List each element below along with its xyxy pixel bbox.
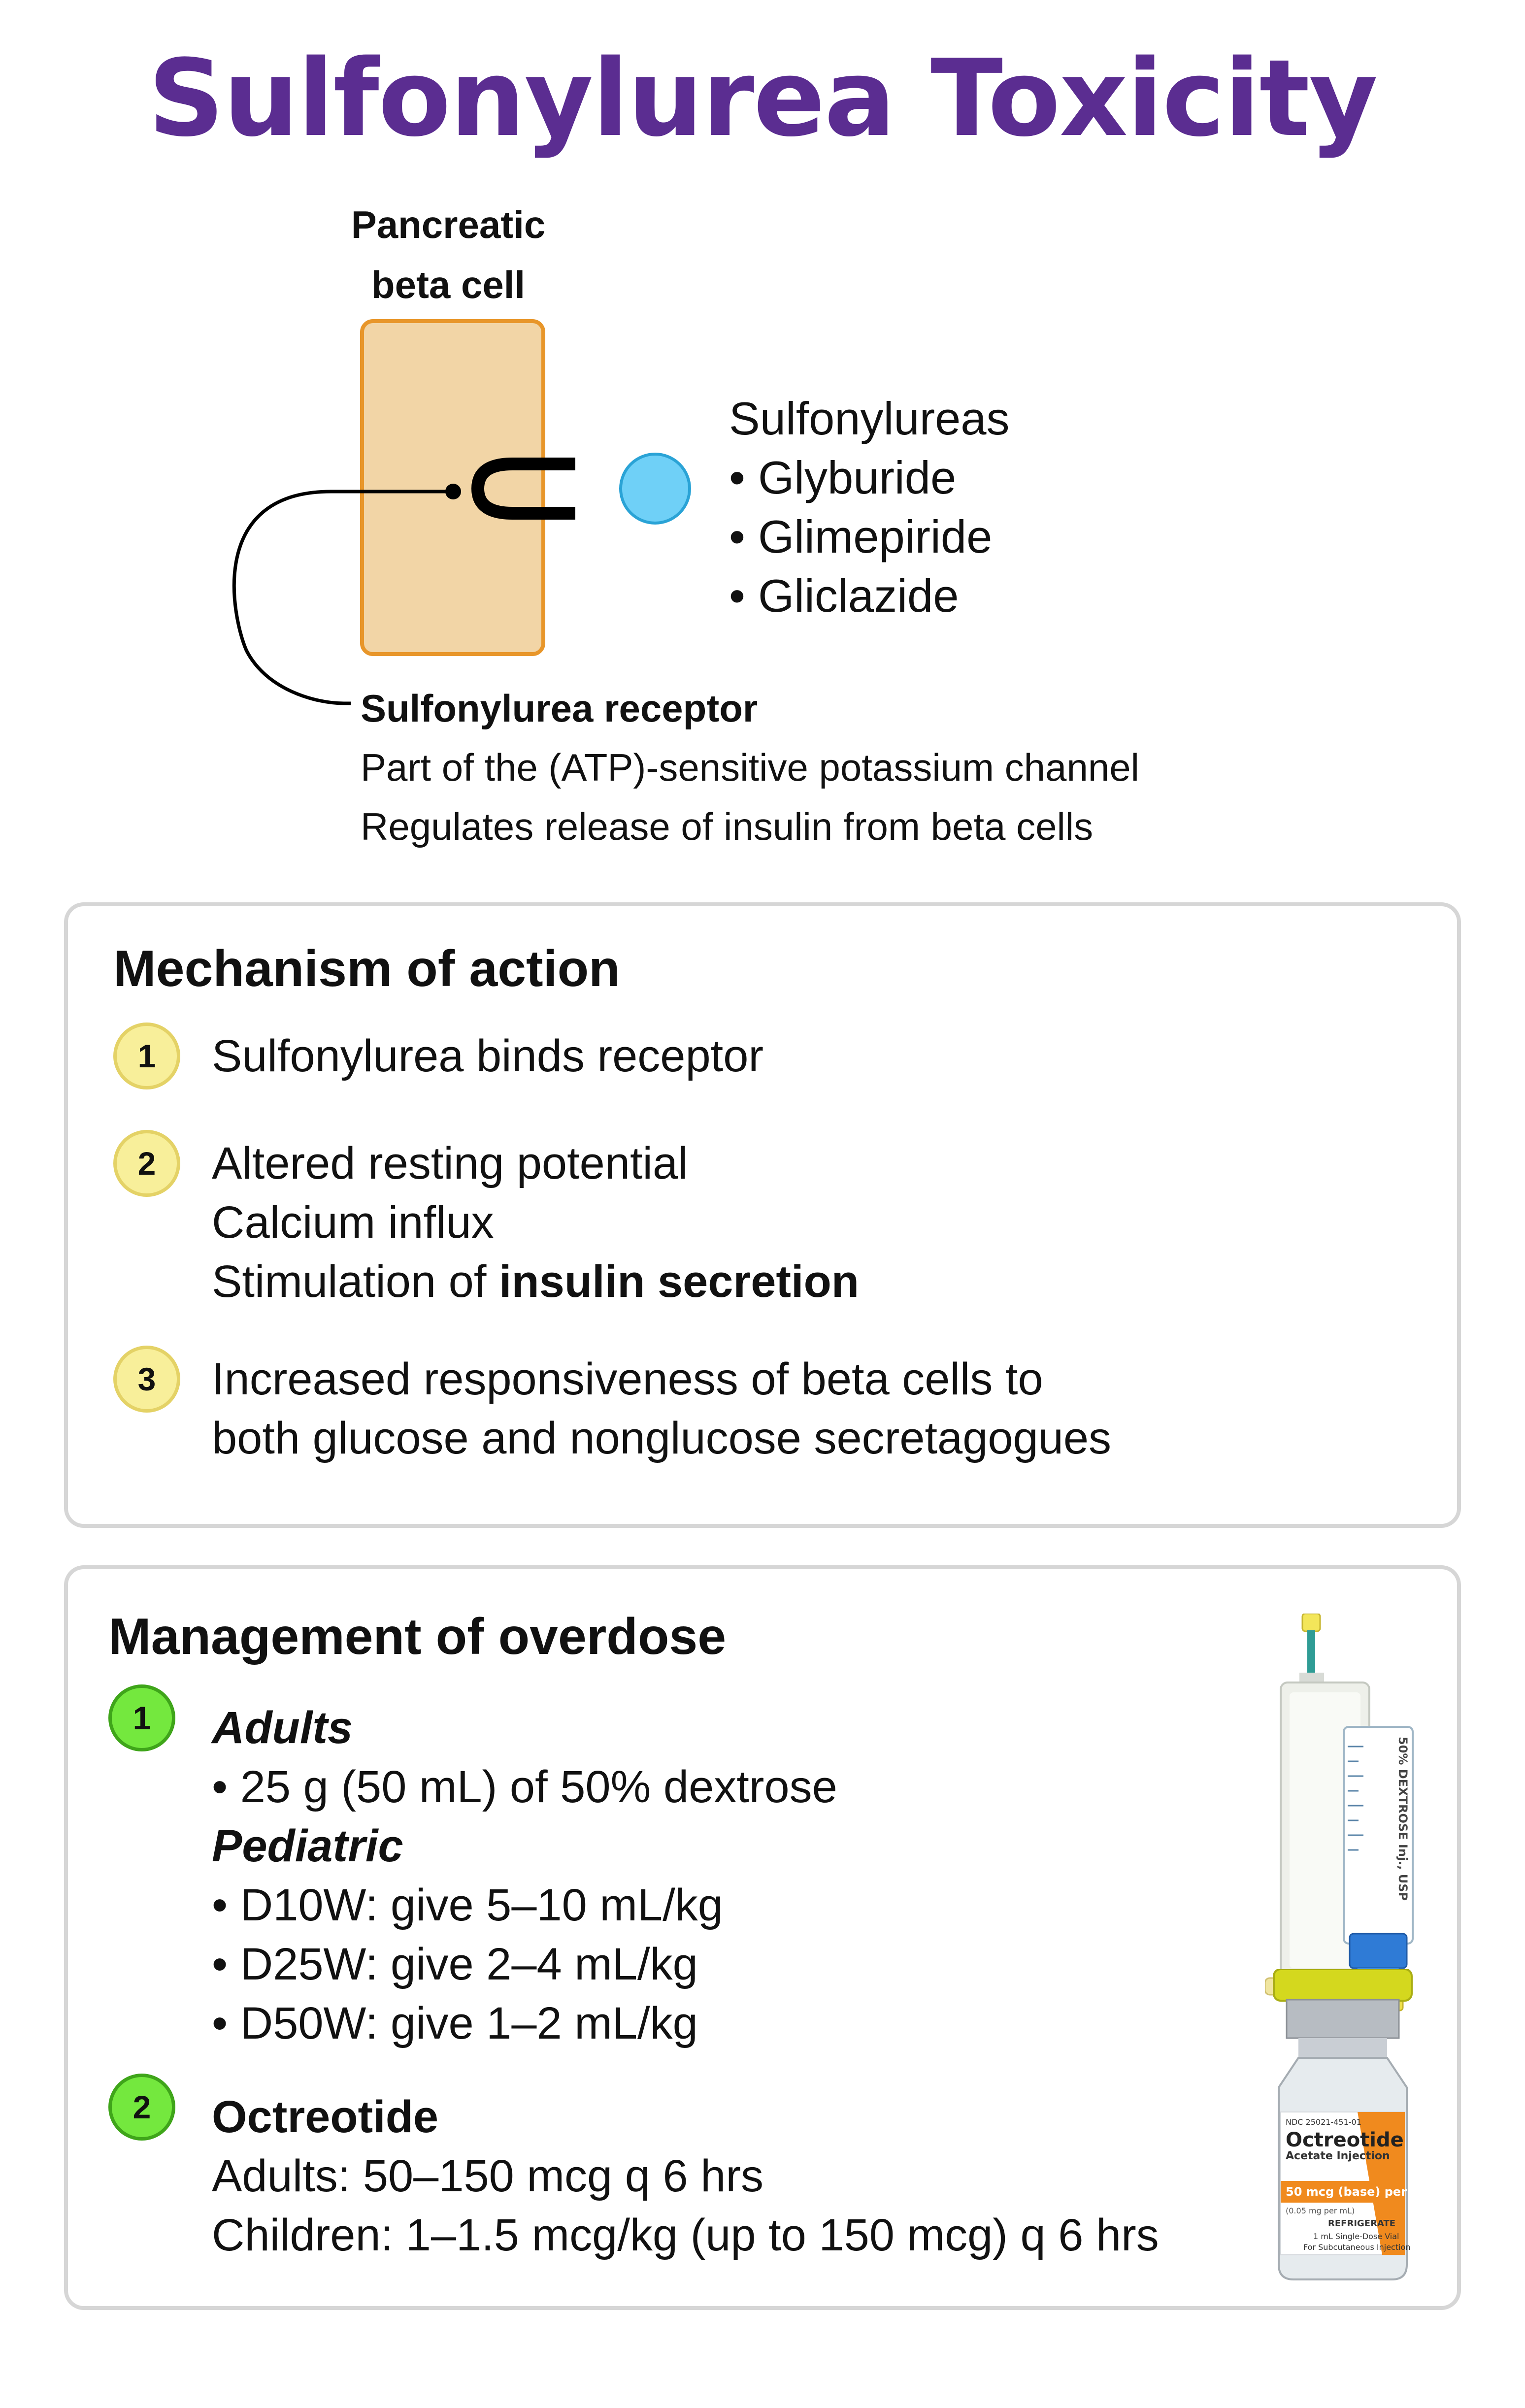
drug-item: • Gliclazide <box>729 570 959 622</box>
step-badge: 3 <box>113 1346 180 1413</box>
octreotide-heading: Octreotide <box>212 2092 439 2142</box>
sulfonylurea-drug-list: Sulfonylureas • Glyburide • Glimepiride … <box>729 389 1010 626</box>
page-title: Sulfonylurea Toxicity <box>148 36 1378 160</box>
management-panel: Management of overdose 1 Adults • 25 g (… <box>64 1565 1461 2310</box>
vial-footer: 1 mL Single-Dose Vial <box>1313 2232 1399 2241</box>
mechanism-step-1: Sulfonylurea binds receptor <box>212 1026 763 1086</box>
connector-line <box>232 490 453 705</box>
management-title: Management of overdose <box>108 1608 727 1665</box>
connector-dot <box>445 484 461 499</box>
step-line: Calcium influx <box>212 1197 494 1248</box>
receptor-title: Sulfonylurea receptor <box>361 687 758 730</box>
step-line: Increased responsiveness of beta cells t… <box>212 1354 1043 1404</box>
receptor-shape <box>471 458 575 520</box>
beta-cell-label-line2: beta cell <box>371 263 526 306</box>
mechanism-step-2: Altered resting potential Calcium influx… <box>212 1134 859 1311</box>
vial-strength-sub: (0.05 mg per mL) <box>1286 2206 1355 2215</box>
management-step-2: Octreotide Adults: 50–150 mcg q 6 hrs Ch… <box>212 2087 1159 2265</box>
receptor-desc-line: Regulates release of insulin from beta c… <box>361 805 1094 848</box>
drug-item: • Glimepiride <box>729 511 993 562</box>
step-badge: 1 <box>113 1023 180 1089</box>
vial-storage: REFRIGERATE <box>1328 2218 1395 2229</box>
dose-item: Children: 1–1.5 mcg/kg (up to 150 mcg) q… <box>212 2210 1159 2260</box>
dose-item: Adults: 50–150 mcg q 6 hrs <box>212 2151 763 2201</box>
vial-footer: For Subcutaneous Injection <box>1303 2243 1410 2252</box>
vial-ndc: NDC 25021-451-01 <box>1286 2117 1361 2127</box>
drug-item: • Glyburide <box>729 452 957 503</box>
syringe-label: 50% DEXTROSE Inj., USP <box>1396 1737 1410 1901</box>
adults-heading: Adults <box>212 1703 353 1753</box>
step-line: both glucose and nonglucose secretagogue… <box>212 1413 1112 1463</box>
drug-list-heading: Sulfonylureas <box>729 393 1010 444</box>
management-step-1: Adults • 25 g (50 mL) of 50% dextrose Pe… <box>212 1698 837 2053</box>
step-line: Stimulation of insulin secretion <box>212 1252 859 1311</box>
mechanism-panel: Mechanism of action 1 Sulfonylurea binds… <box>64 902 1461 1528</box>
step-badge: 2 <box>113 1130 180 1197</box>
step-text: Stimulation of <box>212 1256 499 1307</box>
octreotide-vial-image: NDC 25021-451-01 Octreotide Acetate Inje… <box>1273 1969 1426 2280</box>
step-emphasis: insulin secretion <box>498 1256 860 1307</box>
receptor-diagram <box>232 319 691 705</box>
vial-drug-name: Octreotide <box>1286 2129 1404 2151</box>
beta-cell-label-line1: Pancreatic <box>351 203 546 246</box>
dose-item: • D50W: give 1–2 mL/kg <box>212 1998 698 2048</box>
receptor-desc-line: Part of the (ATP)-sensitive potassium ch… <box>361 746 1139 789</box>
dose-item: • 25 g (50 mL) of 50% dextrose <box>212 1762 837 1812</box>
step-badge: 1 <box>108 1684 175 1751</box>
mechanism-title: Mechanism of action <box>113 940 620 997</box>
receptor-description: Sulfonylurea receptor Part of the (ATP)-… <box>361 679 1139 856</box>
step-badge: 2 <box>108 2074 175 2141</box>
vial-subtitle: Acetate Injection <box>1286 2150 1390 2162</box>
dose-item: • D10W: give 5–10 mL/kg <box>212 1880 723 1930</box>
dextrose-syringe-image: 50% DEXTROSE Inj., USP <box>1265 1614 1414 2012</box>
vial-strength: 50 mcg (base) per mL <box>1286 2185 1426 2199</box>
mechanism-step-3: Increased responsiveness of beta cells t… <box>212 1350 1111 1468</box>
dose-item: • D25W: give 2–4 mL/kg <box>212 1939 698 1989</box>
pediatric-heading: Pediatric <box>212 1821 403 1871</box>
step-line: Sulfonylurea binds receptor <box>212 1031 763 1081</box>
beta-cell-label: Pancreatic beta cell <box>315 195 581 315</box>
step-line: Altered resting potential <box>212 1138 688 1188</box>
sulfonylurea-molecule <box>619 453 691 525</box>
